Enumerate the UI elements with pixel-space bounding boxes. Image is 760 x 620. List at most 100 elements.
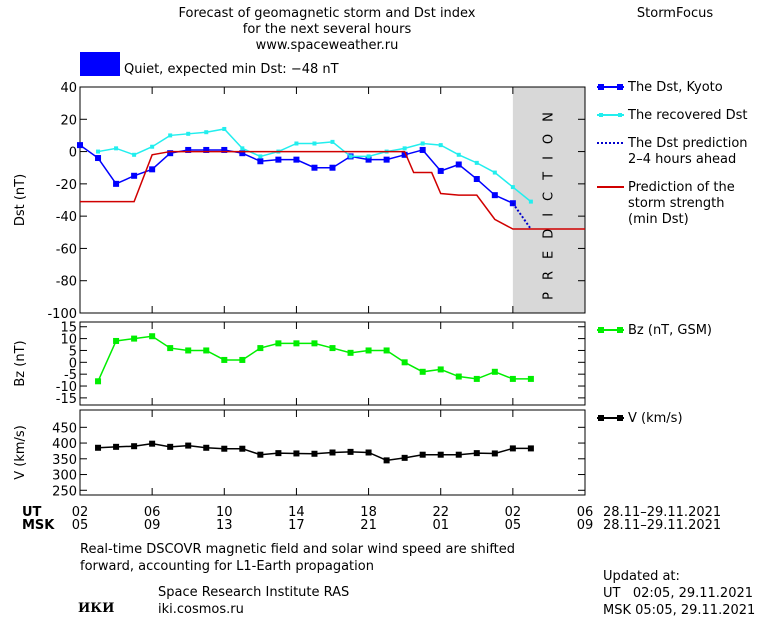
x-tick-label: 22 — [432, 505, 449, 520]
data-point — [419, 451, 426, 458]
data-point — [240, 146, 245, 151]
data-point — [329, 449, 336, 456]
y-tick-label: -100 — [47, 307, 77, 322]
data-point — [150, 144, 155, 149]
data-point — [456, 152, 461, 157]
data-point — [131, 335, 138, 342]
data-point — [167, 345, 174, 352]
data-point — [131, 443, 138, 450]
data-point — [221, 356, 228, 363]
y-tick-label: 5 — [69, 344, 77, 359]
data-point — [258, 154, 263, 159]
data-point — [509, 445, 516, 452]
title-line: for the next several hours — [243, 22, 412, 37]
data-point — [149, 333, 156, 340]
data-point — [527, 445, 534, 452]
data-point — [492, 170, 497, 175]
data-point — [239, 356, 246, 363]
data-point — [203, 146, 210, 153]
data-point — [491, 192, 498, 199]
data-point — [185, 347, 192, 354]
data-point — [275, 450, 282, 457]
data-point — [203, 347, 210, 354]
msk-label: MSK — [22, 518, 55, 533]
y-tick-label: -5 — [64, 368, 77, 383]
plot-frame — [79, 321, 586, 406]
y-tick-label: -20 — [56, 178, 77, 193]
data-point — [383, 457, 390, 464]
data-point — [149, 166, 156, 173]
plot-frame — [79, 86, 586, 314]
x-tick-label-msk: 21 — [360, 518, 377, 533]
data-point — [366, 154, 371, 159]
msk-range: 28.11–29.11.2021 — [603, 518, 721, 533]
data-point — [149, 440, 156, 447]
x-tick-label-msk: 05 — [505, 518, 522, 533]
data-point — [203, 444, 210, 451]
legend-label: The Dst, Kyoto — [627, 80, 723, 95]
x-tick-label-msk: 09 — [577, 518, 594, 533]
updated-ut: UT 02:05, 29.11.2021 — [603, 586, 753, 601]
data-point — [329, 164, 336, 171]
x-tick-label: 10 — [216, 505, 233, 520]
data-point — [437, 366, 444, 373]
data-point — [402, 146, 407, 151]
data-point — [293, 340, 300, 347]
data-point — [293, 156, 300, 163]
legend-marker — [617, 415, 623, 421]
note-line: forward, accounting for L1-Earth propaga… — [80, 559, 374, 574]
data-point — [455, 161, 462, 168]
data-point — [437, 167, 444, 174]
data-point — [221, 146, 228, 153]
legend-marker — [598, 327, 604, 333]
x-tick-label-msk: 01 — [432, 518, 449, 533]
data-point — [275, 156, 282, 163]
data-point — [329, 345, 336, 352]
updated-title: Updated at: — [603, 569, 680, 584]
data-point — [419, 368, 426, 375]
data-point — [401, 151, 408, 158]
y-tick-label: 350 — [52, 453, 77, 468]
y-tick-label: -10 — [56, 380, 77, 395]
x-tick-label-msk: 09 — [144, 518, 161, 533]
data-point — [527, 375, 534, 382]
y-tick-label: 10 — [60, 333, 77, 348]
data-point — [257, 451, 264, 458]
y-tick-label: 15 — [60, 321, 77, 336]
data-point — [437, 451, 444, 458]
data-point — [510, 185, 515, 190]
note-line: Real-time DSCOVR magnetic field and sola… — [80, 542, 515, 557]
data-point — [95, 378, 102, 385]
data-point — [473, 375, 480, 382]
y-tick-label: 0 — [69, 146, 77, 161]
logo: ИКИ — [78, 601, 114, 616]
prediction-label: PREDICTION — [541, 100, 556, 300]
data-point — [330, 139, 335, 144]
data-point — [365, 156, 372, 163]
data-point — [474, 160, 479, 165]
data-point — [113, 337, 120, 344]
legend-marker — [599, 113, 603, 117]
series-line — [80, 150, 585, 230]
data-point — [221, 445, 228, 452]
ut-range: 28.11–29.11.2021 — [603, 505, 721, 520]
y-axis-label: Bz (nT) — [13, 340, 28, 386]
legend-label: Bz (nT, GSM) — [628, 323, 712, 338]
data-point — [113, 180, 120, 187]
data-point — [401, 454, 408, 461]
data-point — [311, 450, 318, 457]
data-point — [77, 142, 83, 149]
data-point — [95, 444, 102, 451]
data-point — [239, 445, 246, 452]
data-point — [491, 368, 498, 375]
data-point — [293, 450, 300, 457]
x-tick-label: 14 — [288, 505, 305, 520]
data-point — [167, 150, 174, 157]
legend-label: V (km/s) — [628, 411, 683, 426]
data-point — [132, 152, 137, 157]
prediction-band — [512, 87, 585, 313]
data-point — [348, 154, 353, 159]
data-point — [294, 141, 299, 146]
data-point — [419, 146, 426, 153]
